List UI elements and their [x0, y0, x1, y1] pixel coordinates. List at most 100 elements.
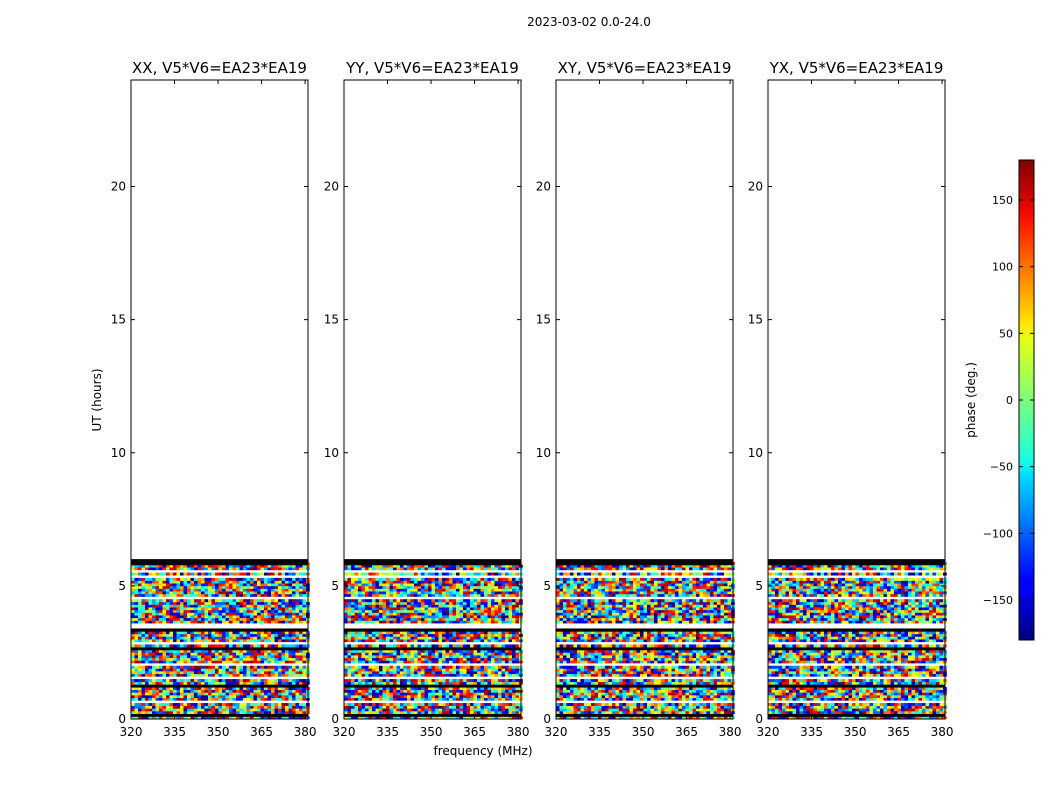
phase-cell: [344, 660, 348, 664]
phase-cell: [477, 705, 481, 709]
phase-cell: [274, 639, 279, 643]
phase-cell: [379, 599, 383, 603]
phase-cell: [435, 692, 439, 696]
phase-cell: [243, 679, 247, 683]
phase-cell: [183, 633, 188, 637]
phase-cell: [215, 636, 219, 640]
phase-cell: [501, 697, 506, 701]
phase-cell: [281, 601, 286, 605]
phase-cell: [218, 593, 223, 597]
phase-cell: [302, 660, 307, 664]
phase-cell: [379, 649, 383, 653]
phase-cell: [225, 577, 230, 581]
phase-cell: [459, 588, 464, 592]
phase-cell: [302, 588, 307, 592]
phase-cell: [491, 591, 495, 595]
phase-cell: [400, 593, 404, 597]
phase-cell: [134, 657, 139, 661]
phase-cell: [145, 660, 149, 664]
phase-cell: [239, 577, 244, 581]
phase-cell: [204, 695, 209, 698]
phase-cell: [484, 649, 488, 653]
phase-cell: [442, 657, 446, 661]
phase-cell: [236, 612, 240, 616]
phase-cell: [302, 649, 307, 653]
phase-cell: [501, 644, 506, 648]
phase-cell: [250, 711, 254, 714]
phase-cell: [236, 671, 240, 675]
phase-cell: [421, 620, 425, 624]
phase-cell: [452, 580, 457, 584]
phase-cell: [229, 599, 233, 603]
phase-cell: [292, 652, 296, 656]
phase-cell: [442, 687, 446, 691]
phase-cell: [491, 599, 495, 603]
phase-cell: [678, 708, 683, 712]
phase-cell: [229, 668, 233, 672]
phase-cell: [246, 577, 251, 581]
phase-cell: [281, 617, 286, 621]
phase-cell: [466, 572, 471, 576]
phase-cell: [421, 615, 425, 619]
phase-cell: [183, 697, 188, 701]
phase-cell: [372, 564, 376, 568]
phase-cell: [473, 639, 478, 643]
phase-cell: [197, 577, 202, 581]
phase-cell: [368, 655, 373, 659]
phase-cell: [410, 671, 415, 675]
phase-cell: [264, 612, 268, 616]
phase-cell: [452, 588, 457, 592]
phase-cell: [253, 567, 258, 571]
phase-cell: [647, 716, 651, 720]
phase-cell: [494, 607, 499, 611]
phase-cell: [463, 689, 467, 693]
phase-cell: [218, 604, 223, 608]
phase-cell: [421, 657, 425, 661]
phase-cell: [491, 703, 495, 706]
phase-cell: [512, 604, 516, 608]
phase-cell: [501, 585, 506, 589]
phase-cell: [386, 609, 390, 613]
phase-cell: [302, 607, 307, 611]
phase-cell: [197, 617, 202, 621]
phase-cell: [361, 703, 366, 706]
phase-cell: [431, 636, 436, 640]
flagged-row: [344, 628, 521, 632]
phase-cell: [264, 580, 268, 584]
phase-cell: [358, 599, 362, 603]
phase-cell: [505, 708, 509, 712]
phase-cell: [435, 708, 439, 712]
phase-cell: [466, 615, 471, 619]
phase-cell: [428, 673, 432, 677]
phase-cell: [152, 580, 156, 584]
phase-cell: [491, 639, 495, 643]
phase-cell: [344, 585, 348, 589]
phase-cell: [197, 583, 202, 587]
phase-cell: [288, 636, 293, 640]
phase-cell: [194, 604, 198, 608]
phase-cell: [134, 583, 139, 587]
phase-cell: [194, 607, 198, 611]
phase-cell: [204, 671, 209, 675]
phase-cell: [484, 620, 488, 624]
phase-cell: [386, 567, 390, 571]
phase-cell: [271, 617, 275, 621]
phase-cell: [442, 572, 446, 576]
phase-cell: [351, 716, 355, 720]
phase-cell: [299, 612, 303, 616]
phase-cell: [232, 577, 237, 581]
phase-cell: [347, 679, 352, 683]
phase-cell: [494, 588, 499, 592]
phase-cell: [463, 708, 467, 712]
phase-cell: [442, 681, 446, 685]
phase-cell: [498, 692, 502, 696]
phase-cell: [190, 607, 195, 611]
phase-cell: [428, 692, 432, 696]
phase-cell: [183, 665, 188, 669]
phase-cell: [225, 673, 230, 677]
phase-cell: [351, 665, 355, 669]
phase-cell: [428, 679, 432, 683]
phase-cell: [264, 649, 268, 653]
phase-cell: [351, 705, 355, 709]
phase-cell: [285, 687, 289, 691]
